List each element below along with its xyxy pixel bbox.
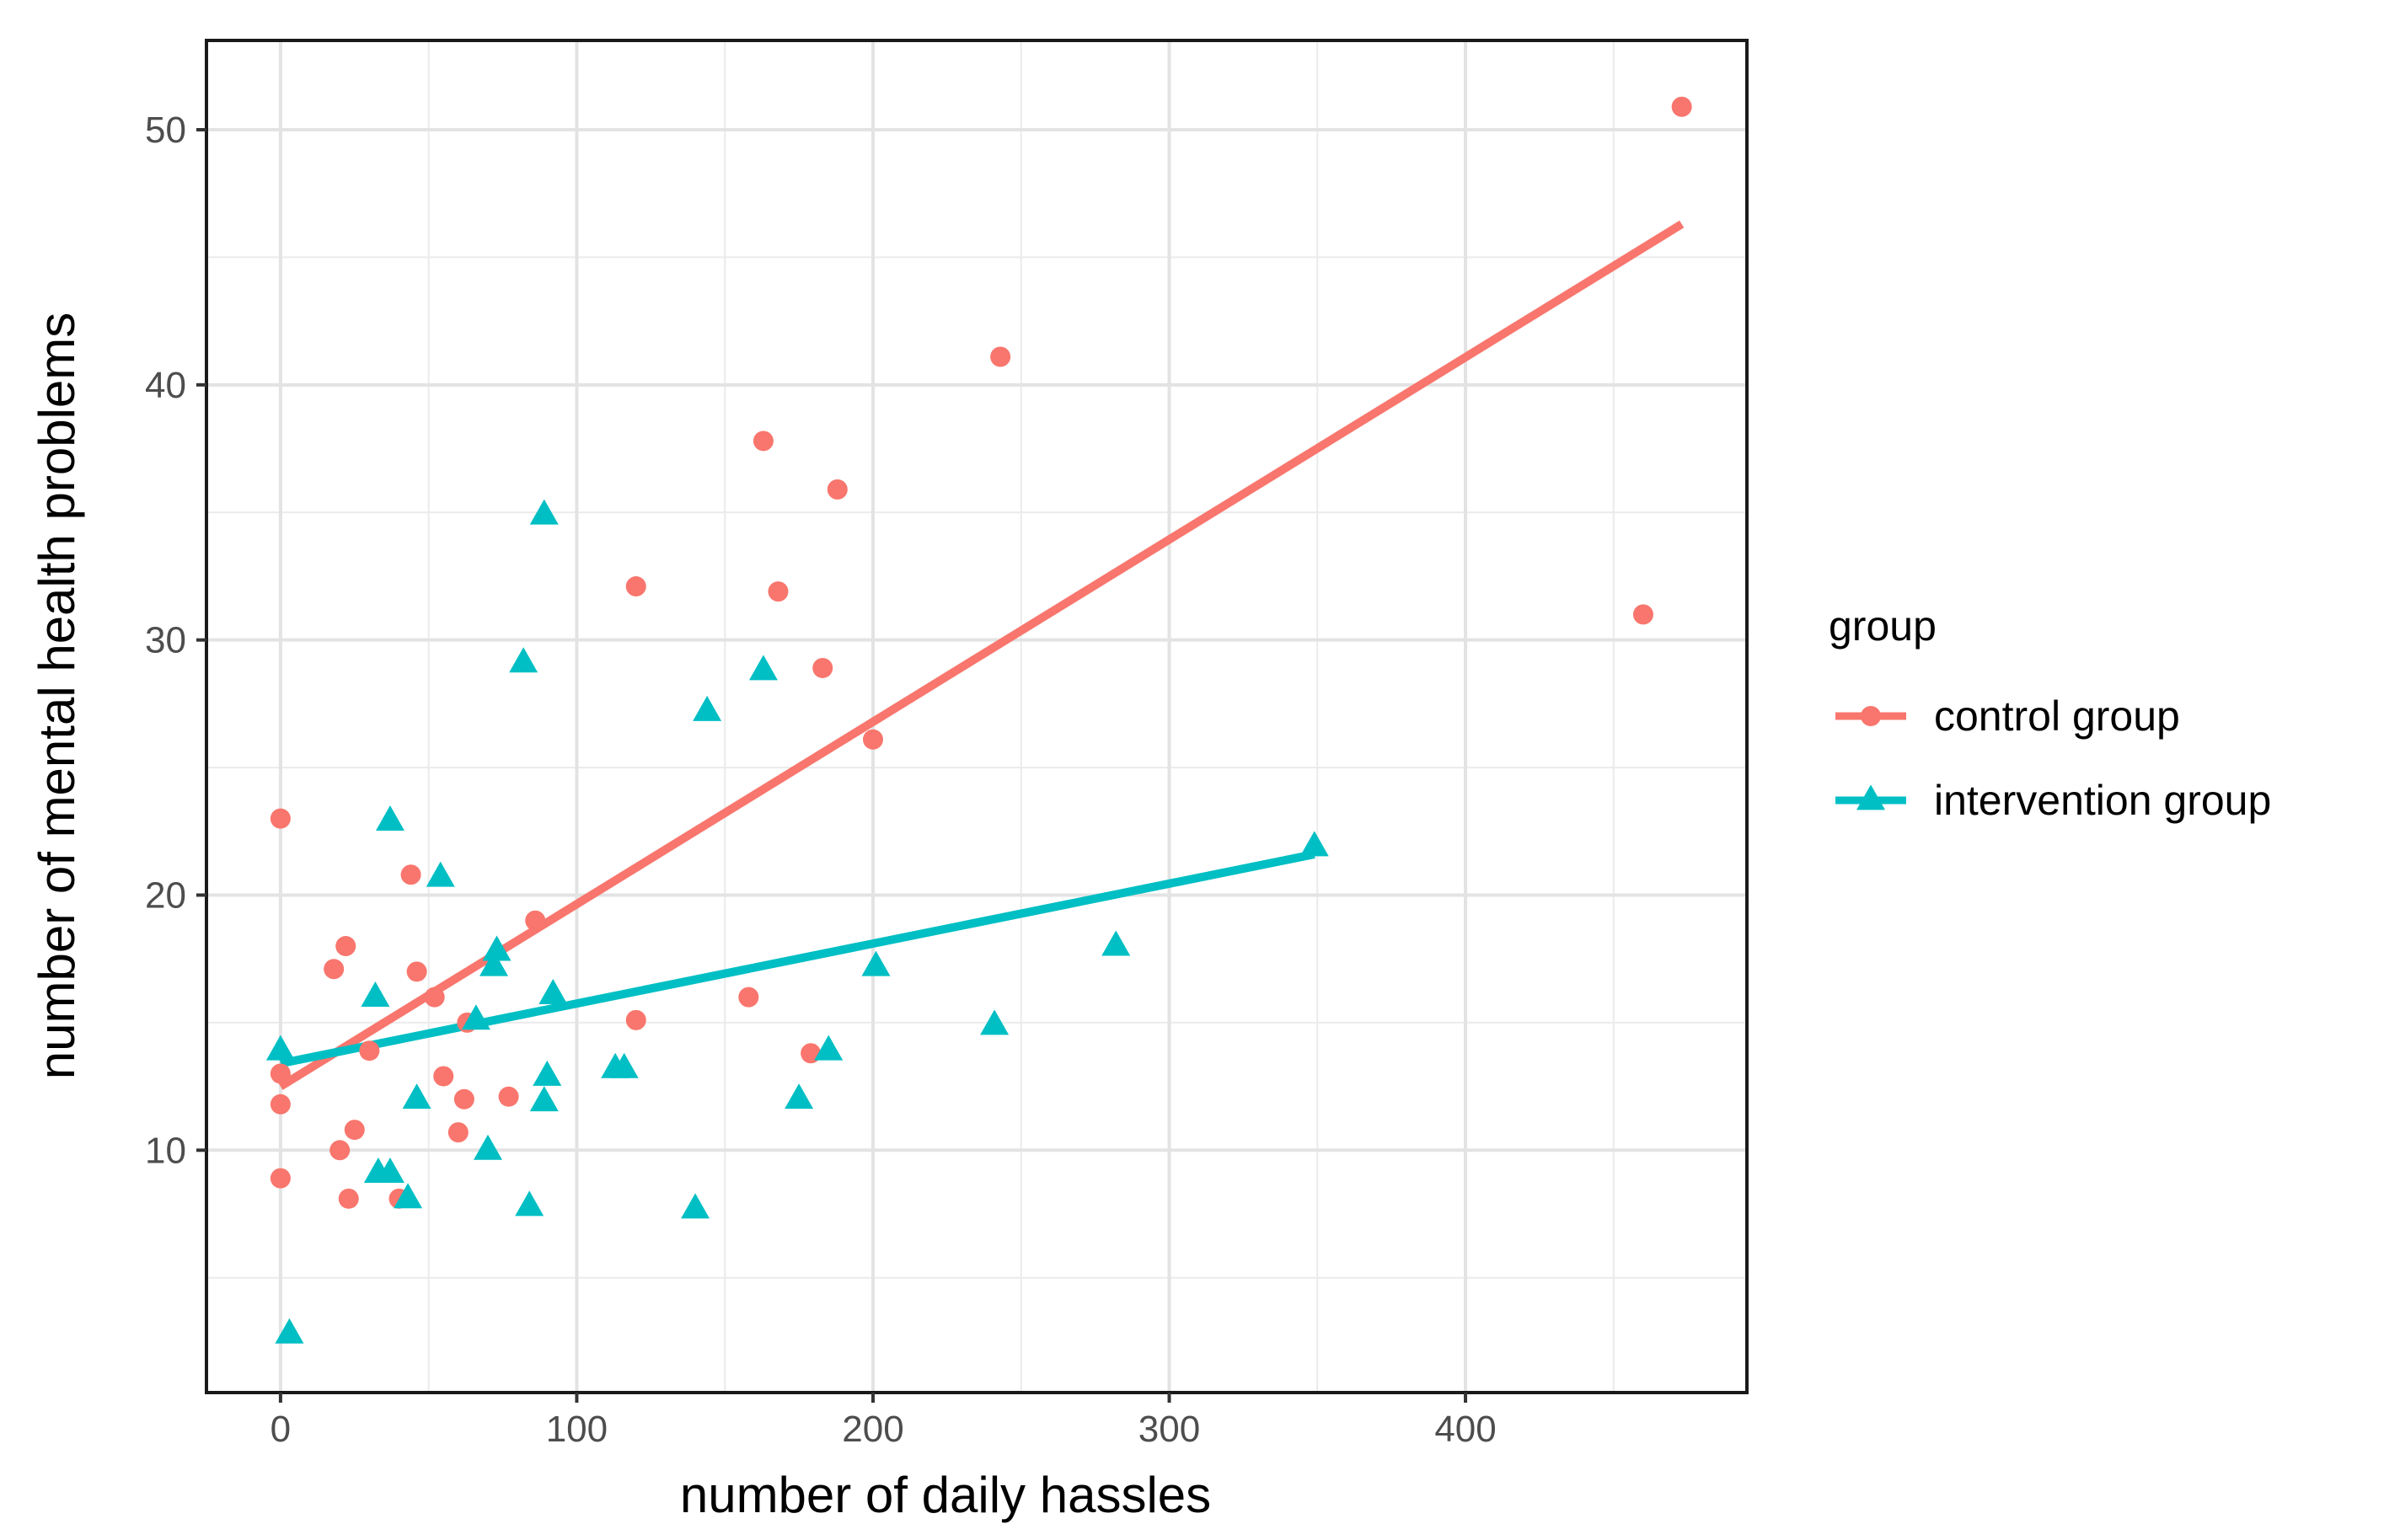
point-intervention-group	[538, 978, 568, 1004]
data-points	[265, 96, 1692, 1344]
point-control-group	[768, 581, 789, 602]
x-tick-label: 100	[546, 1409, 608, 1450]
point-intervention-group	[1101, 930, 1131, 956]
x-axis-title: number of daily hassles	[680, 1467, 1211, 1523]
point-intervention-group	[814, 1035, 844, 1061]
y-tick-label: 30	[145, 620, 186, 661]
point-control-group	[990, 346, 1011, 367]
legend-key-marker	[1856, 784, 1885, 810]
point-control-group	[812, 657, 833, 678]
axis-ticks: 0 100 200 300 400 10 20 30 40 50	[145, 110, 1497, 1450]
legend-item-control-group: control group	[1835, 692, 2180, 740]
point-control-group	[753, 430, 774, 452]
legend-label: intervention group	[1934, 777, 2271, 824]
point-intervention-group	[461, 1004, 490, 1030]
point-intervention-group	[482, 935, 512, 961]
point-control-group	[335, 936, 356, 957]
point-intervention-group	[785, 1083, 814, 1110]
point-intervention-group	[265, 1035, 295, 1061]
point-intervention-group	[681, 1193, 710, 1219]
legend-key-marker	[1861, 706, 1881, 726]
x-tick-label: 300	[1138, 1409, 1200, 1450]
legend-title: group	[1829, 602, 1937, 650]
point-control-group	[801, 1043, 822, 1064]
point-control-group	[447, 1122, 469, 1143]
point-control-group	[738, 987, 759, 1008]
point-intervention-group	[1299, 831, 1329, 857]
point-control-group	[406, 961, 427, 982]
point-control-group	[1632, 604, 1653, 625]
point-intervention-group	[861, 950, 891, 976]
point-control-group	[827, 479, 848, 500]
point-control-group	[338, 1188, 359, 1209]
point-intervention-group	[529, 1086, 559, 1112]
point-control-group	[424, 987, 445, 1008]
point-control-group	[433, 1066, 454, 1087]
point-intervention-group	[394, 1183, 423, 1209]
point-control-group	[498, 1086, 519, 1107]
point-intervention-group	[361, 981, 390, 1008]
fit-line-intervention-group	[279, 850, 1315, 1068]
legend-label: control group	[1934, 692, 2180, 740]
point-control-group	[359, 1040, 380, 1061]
point-control-group	[525, 910, 546, 931]
point-control-group	[324, 959, 345, 980]
point-control-group	[400, 864, 421, 885]
point-intervention-group	[375, 805, 404, 831]
y-tick-label: 40	[145, 365, 186, 406]
point-control-group	[270, 808, 291, 829]
point-intervention-group	[509, 647, 538, 673]
point-control-group	[453, 1088, 474, 1110]
point-control-group	[270, 1094, 291, 1115]
point-intervention-group	[426, 861, 455, 887]
x-tick-label: 400	[1434, 1409, 1496, 1450]
y-axis-title: number of mental health problems	[29, 313, 85, 1080]
point-intervention-group	[473, 1134, 502, 1160]
x-tick-label: 200	[842, 1409, 903, 1450]
legend: group control group intervention group	[1829, 602, 2271, 824]
point-intervention-group	[693, 695, 722, 721]
point-intervention-group	[402, 1083, 431, 1110]
point-control-group	[1671, 96, 1692, 117]
x-tick-label: 0	[271, 1409, 291, 1450]
y-tick-label: 50	[145, 110, 186, 151]
point-intervention-group	[748, 655, 778, 681]
point-control-group	[329, 1140, 351, 1161]
point-intervention-group	[529, 499, 559, 525]
y-tick-label: 20	[145, 874, 186, 916]
point-intervention-group	[609, 1052, 639, 1078]
point-intervention-group	[275, 1318, 304, 1344]
plot-panel-border	[205, 39, 1749, 1394]
point-intervention-group	[533, 1060, 562, 1086]
legend-items: control group intervention group	[1835, 692, 2271, 824]
point-intervention-group	[515, 1190, 544, 1216]
point-intervention-group	[479, 950, 508, 976]
fit-line-control-group	[278, 220, 1685, 1090]
point-control-group	[270, 1168, 291, 1189]
point-control-group	[625, 1009, 646, 1030]
point-intervention-group	[980, 1009, 1010, 1035]
grid-layer	[206, 40, 1747, 1393]
fit-lines	[278, 220, 1685, 1090]
point-control-group	[344, 1120, 365, 1141]
point-intervention-group	[375, 1157, 404, 1183]
point-control-group	[270, 1063, 291, 1084]
y-tick-label: 10	[145, 1130, 186, 1171]
legend-item-intervention-group: intervention group	[1835, 777, 2271, 824]
point-control-group	[625, 576, 646, 597]
point-control-group	[862, 729, 883, 750]
